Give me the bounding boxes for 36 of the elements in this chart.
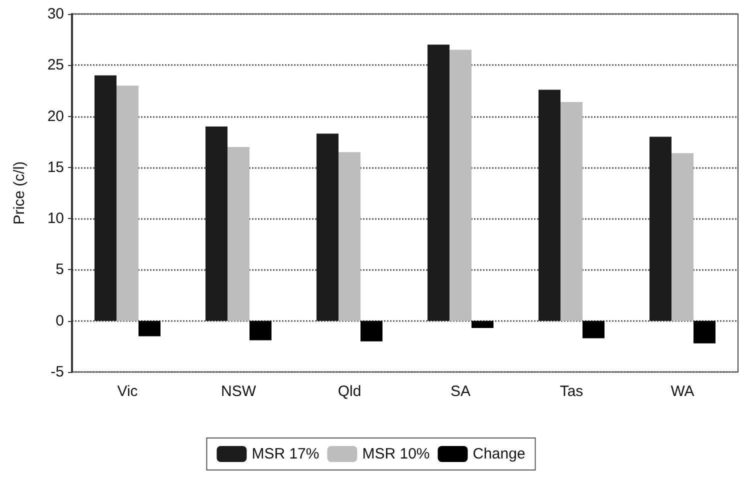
bar [228,146,250,321]
x-tick-label: Tas [560,383,584,400]
bar [338,152,360,321]
bar [428,44,450,321]
bar [206,126,228,321]
legend-label: MSR 17% [252,446,320,462]
bar [138,320,160,336]
bar [582,320,604,338]
bar [94,75,116,321]
y-tick-label: -5 [50,364,64,380]
bar [360,320,382,342]
x-tick-label: Vic [117,383,138,400]
y-tick-label: 15 [47,158,64,176]
bar [316,134,338,321]
bar [472,320,494,328]
bar [250,320,272,340]
y-tick-label: 25 [47,56,64,74]
legend-label: MSR 10% [362,446,430,462]
y-tick-label: 30 [47,6,64,22]
bar [672,153,694,321]
legend-label: Change [472,446,526,462]
bar [450,50,472,321]
y-tick-label: 5 [56,261,64,278]
bar [538,90,560,321]
y-tick-label: 10 [47,210,64,228]
bar [694,320,716,344]
x-tick-label: WA [670,383,694,400]
bar [560,102,582,321]
x-tick-label: Qld [338,383,362,400]
y-tick-label: 20 [47,108,64,125]
y-tick-label: 0 [56,312,64,330]
bar [650,136,672,321]
x-tick-label: NSW [221,383,257,400]
bar [116,86,138,321]
y-axis-title: Price (c/l) [11,161,28,225]
x-tick-label: SA [450,383,471,400]
